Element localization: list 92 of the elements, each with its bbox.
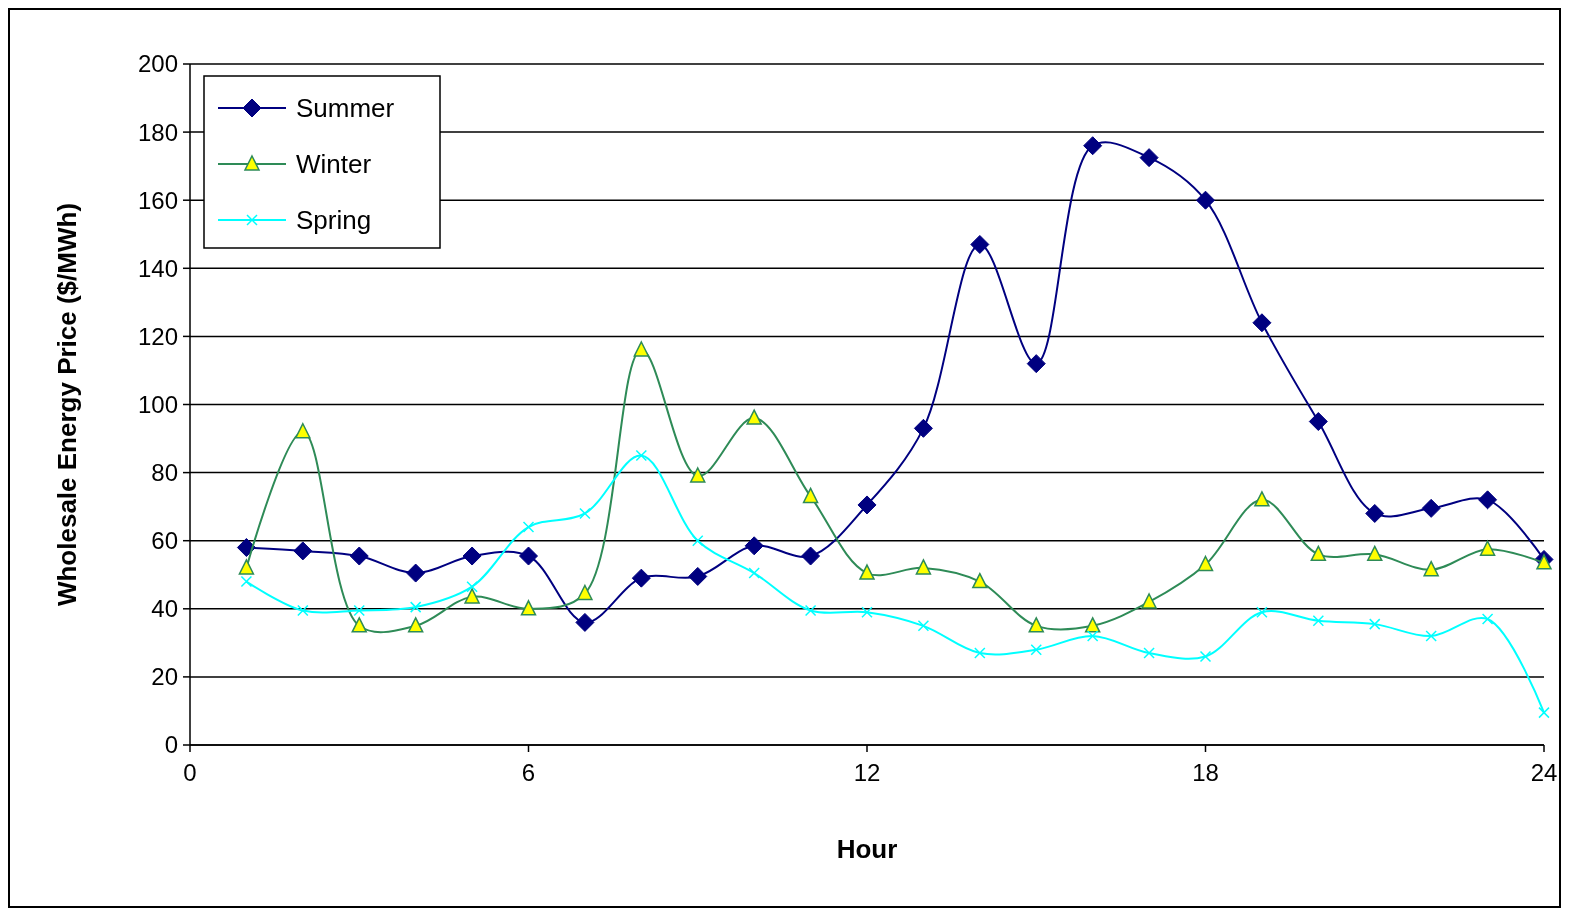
point: [861, 606, 873, 618]
point: [915, 559, 932, 575]
point: [857, 495, 877, 515]
y-tick-label: 20: [151, 663, 178, 691]
point: [407, 617, 424, 633]
point: [1084, 617, 1101, 633]
point: [1083, 136, 1103, 156]
point: [522, 521, 535, 533]
point: [1086, 630, 1099, 642]
point: [859, 564, 875, 580]
point: [1026, 354, 1046, 374]
point: [1139, 148, 1159, 168]
legend-label: Spring: [296, 205, 372, 236]
point: [970, 234, 990, 254]
legend-label: Summer: [296, 93, 395, 124]
y-tick-label: 0: [164, 731, 178, 759]
point: [1365, 503, 1385, 523]
y-axis-title: Wholesale Energy Price ($/MWh): [52, 202, 82, 607]
y-tick-label: 60: [151, 527, 178, 555]
point: [1256, 606, 1268, 618]
point: [1197, 555, 1214, 572]
point: [1369, 618, 1381, 630]
x-tick-label: 6: [521, 759, 536, 786]
point: [520, 600, 537, 616]
y-tick-label: 40: [151, 595, 178, 623]
y-tick-label: 100: [137, 390, 178, 418]
legend-label: Winter: [296, 149, 372, 180]
point: [801, 546, 821, 566]
point: [351, 617, 367, 633]
point: [1425, 630, 1437, 642]
point: [466, 580, 478, 593]
point: [1252, 313, 1272, 333]
point: [238, 559, 255, 575]
point: [746, 409, 762, 425]
point: [1199, 650, 1212, 663]
y-tick-label: 180: [137, 118, 178, 146]
point: [1312, 614, 1325, 627]
point: [1538, 706, 1550, 719]
point: [1536, 554, 1552, 570]
point: [688, 566, 708, 586]
y-tick-label: 200: [137, 50, 178, 78]
point: [748, 567, 760, 579]
point: [631, 568, 651, 588]
point: [1423, 560, 1439, 577]
point: [1028, 617, 1044, 633]
point: [295, 422, 311, 439]
point: [804, 604, 817, 617]
point: [409, 601, 422, 613]
y-tick-label: 80: [151, 459, 178, 486]
point: [579, 507, 591, 520]
point: [575, 612, 595, 632]
point: [1367, 545, 1383, 562]
point: [1254, 491, 1270, 507]
point: [1141, 593, 1157, 609]
point: [690, 467, 706, 483]
y-tick-label: 160: [137, 186, 178, 214]
point: [913, 418, 933, 438]
point: [633, 341, 650, 357]
point: [236, 538, 256, 558]
point: [297, 604, 309, 617]
point: [1310, 545, 1327, 562]
point: [1308, 412, 1328, 432]
point: [1481, 613, 1494, 625]
point: [1478, 490, 1498, 510]
point: [1479, 540, 1496, 556]
point: [353, 604, 365, 617]
point: [972, 572, 988, 589]
y-tick-label: 120: [137, 322, 178, 350]
point: [464, 588, 480, 604]
point: [917, 620, 930, 632]
point: [1143, 647, 1155, 659]
point: [1196, 190, 1215, 210]
point: [692, 534, 704, 547]
point: [635, 449, 648, 462]
point: [519, 546, 538, 566]
point: [406, 563, 426, 583]
point: [802, 487, 819, 504]
x-tick-label: 18: [1192, 759, 1219, 786]
y-tick-label: 140: [137, 254, 178, 282]
point: [462, 546, 482, 566]
point: [349, 546, 369, 566]
point: [974, 647, 986, 659]
x-axis-title: Hour: [836, 834, 898, 864]
x-tick-label: 12: [853, 759, 881, 786]
point: [577, 584, 593, 601]
point: [744, 536, 764, 556]
point: [240, 575, 253, 588]
x-tick-label: 24: [1530, 759, 1558, 786]
point: [1030, 643, 1042, 656]
x-tick-label: 0: [183, 759, 197, 786]
point: [293, 541, 313, 561]
point: [1421, 498, 1441, 518]
